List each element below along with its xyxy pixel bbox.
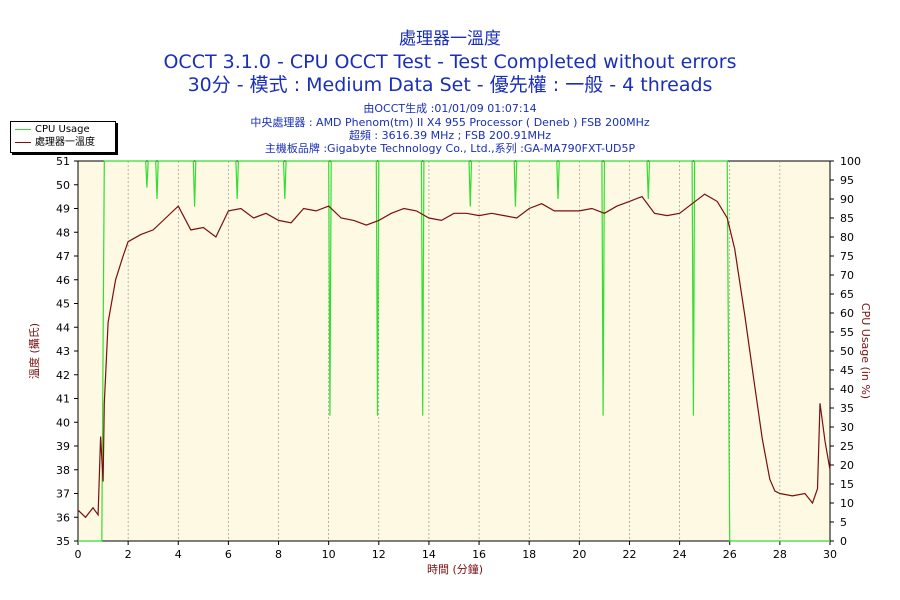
x-axis-label: 時間 (分鐘) [427,562,483,576]
x-tick-label: 14 [422,548,436,561]
y-right-tick-label: 80 [840,231,854,244]
legend-label-temperature: 處理器一溫度 [35,137,95,148]
y-right-tick-label: 60 [840,307,854,320]
test-mode-line: 30分 - 模式 : Medium Data Set - 優先權 : 一般 - … [187,74,713,96]
y-right-tick-label: 10 [840,497,854,510]
chart-title: 處理器一溫度 [399,29,501,49]
y-right-tick-label: 40 [840,383,854,396]
x-tick-label: 28 [773,548,787,561]
y-right-tick-label: 95 [840,174,854,187]
y-left-tick-label: 47 [56,250,70,263]
x-tick-label: 18 [522,548,536,561]
plot-area [77,160,831,542]
temperature-line [77,193,831,519]
legend-swatch-temperature [15,141,31,143]
y-left-tick-label: 41 [56,393,70,406]
x-tick-label: 12 [372,548,386,561]
y-right-tick-label: 65 [840,288,854,301]
y-left-tick-label: 48 [56,226,70,239]
y-left-tick-label: 45 [56,298,70,311]
x-tick-label: 30 [823,548,837,561]
y-left-axis-label: 溫度 (攝氏) [27,323,41,379]
x-tick-label: 24 [673,548,687,561]
y-right-tick-label: 0 [840,535,847,548]
y-right-tick-label: 75 [840,250,854,263]
y-right-tick-label: 5 [840,516,847,529]
y-right-tick-label: 45 [840,364,854,377]
legend-entry-temperature: 處理器一溫度 [15,136,95,150]
y-left-tick-label: 44 [56,321,70,334]
y-right-tick-label: 100 [840,155,861,168]
legend-swatch-cpu-usage [15,128,31,130]
y-left-tick-label: 39 [56,440,70,453]
x-tick-label: 4 [175,548,182,561]
y-left-tick-label: 42 [56,369,70,382]
x-tick-label: 10 [322,548,336,561]
y-right-tick-label: 90 [840,193,854,206]
x-tick-label: 6 [225,548,232,561]
chart-legend: CPU Usage 處理器一溫度 [10,121,116,153]
legend-entry-cpu-usage: CPU Usage [15,123,90,137]
x-tick-label: 2 [125,548,132,561]
y-left-tick-label: 46 [56,274,70,287]
y-left-tick-label: 43 [56,345,70,358]
x-tick-label: 0 [75,548,82,561]
y-right-tick-label: 30 [840,421,854,434]
legend-label-cpu-usage: CPU Usage [35,124,90,135]
board-info: 主機板品牌 :Gigabyte Technology Co., Ltd.,系列 … [264,142,636,155]
x-tick-label: 8 [275,548,282,561]
clock-info: 超頻 : 3616.39 MHz ; FSB 200.91MHz [348,129,552,142]
x-tick-label: 22 [622,548,636,561]
y-right-tick-label: 15 [840,478,854,491]
y-right-tick-label: 70 [840,269,854,282]
y-right-tick-label: 35 [840,402,854,415]
x-tick-label: 20 [572,548,586,561]
y-right-axis-label: CPU Usage (in %) [859,303,872,399]
y-left-tick-label: 51 [56,155,70,168]
y-left-tick-label: 38 [56,464,70,477]
y-right-tick-label: 25 [840,440,854,453]
cpu-info: 中央處理器 : AMD Phenom(tm) II X4 955 Process… [250,116,650,129]
y-left-tick-label: 40 [56,416,70,429]
cpu-usage-line [78,160,830,542]
x-tick-label: 26 [723,548,737,561]
y-right-tick-label: 50 [840,345,854,358]
y-left-tick-label: 50 [56,179,70,192]
generated-info: 由OCCT生成 :01/01/09 01:07:14 [363,102,537,115]
y-right-tick-label: 20 [840,459,854,472]
test-status-line: OCCT 3.1.0 - CPU OCCT Test - Test Comple… [163,51,737,73]
x-tick-label: 16 [472,548,486,561]
y-left-tick-label: 35 [56,535,70,548]
y-left-tick-label: 37 [56,488,70,501]
y-left-tick-label: 49 [56,203,70,216]
y-right-tick-label: 55 [840,326,854,339]
y-right-tick-label: 85 [840,212,854,225]
y-left-tick-label: 36 [56,511,70,524]
